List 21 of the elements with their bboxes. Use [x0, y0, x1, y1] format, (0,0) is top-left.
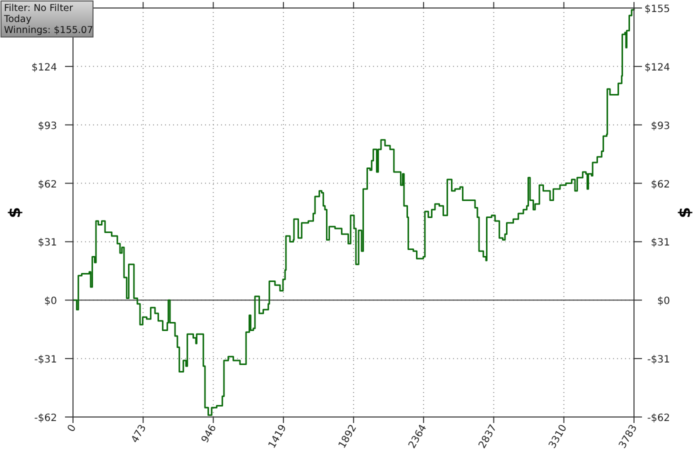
- y-tick-label: -$62: [34, 413, 57, 424]
- y2-tick-label: -$31: [647, 354, 670, 366]
- x-tick-label: 0: [66, 423, 79, 434]
- y-tick-label: $124: [32, 62, 57, 74]
- y2-tick-label: $124: [644, 62, 670, 74]
- y2-tick-label: $62: [650, 179, 670, 190]
- text: Today: [3, 14, 32, 25]
- y2-tick-label: $93: [650, 120, 670, 132]
- y2-tick-label: $31: [650, 238, 670, 249]
- annotation: Winnings: $155.07: [4, 25, 94, 36]
- annotation: Filter: No Filter: [4, 3, 74, 14]
- y-tick-label: $93: [38, 120, 57, 132]
- y2-axis-title: $: [675, 206, 694, 218]
- y-tick-label: $62: [38, 179, 57, 190]
- y-tick-label: -$31: [34, 354, 57, 366]
- y-tick-label: $31: [38, 238, 57, 249]
- y2-tick-label: $155: [644, 4, 670, 15]
- y-axis-title: $: [5, 206, 24, 218]
- y2-tick-label: $0: [657, 296, 670, 308]
- y-tick-label: $0: [44, 296, 57, 308]
- y2-tick-label: -$62: [647, 413, 670, 424]
